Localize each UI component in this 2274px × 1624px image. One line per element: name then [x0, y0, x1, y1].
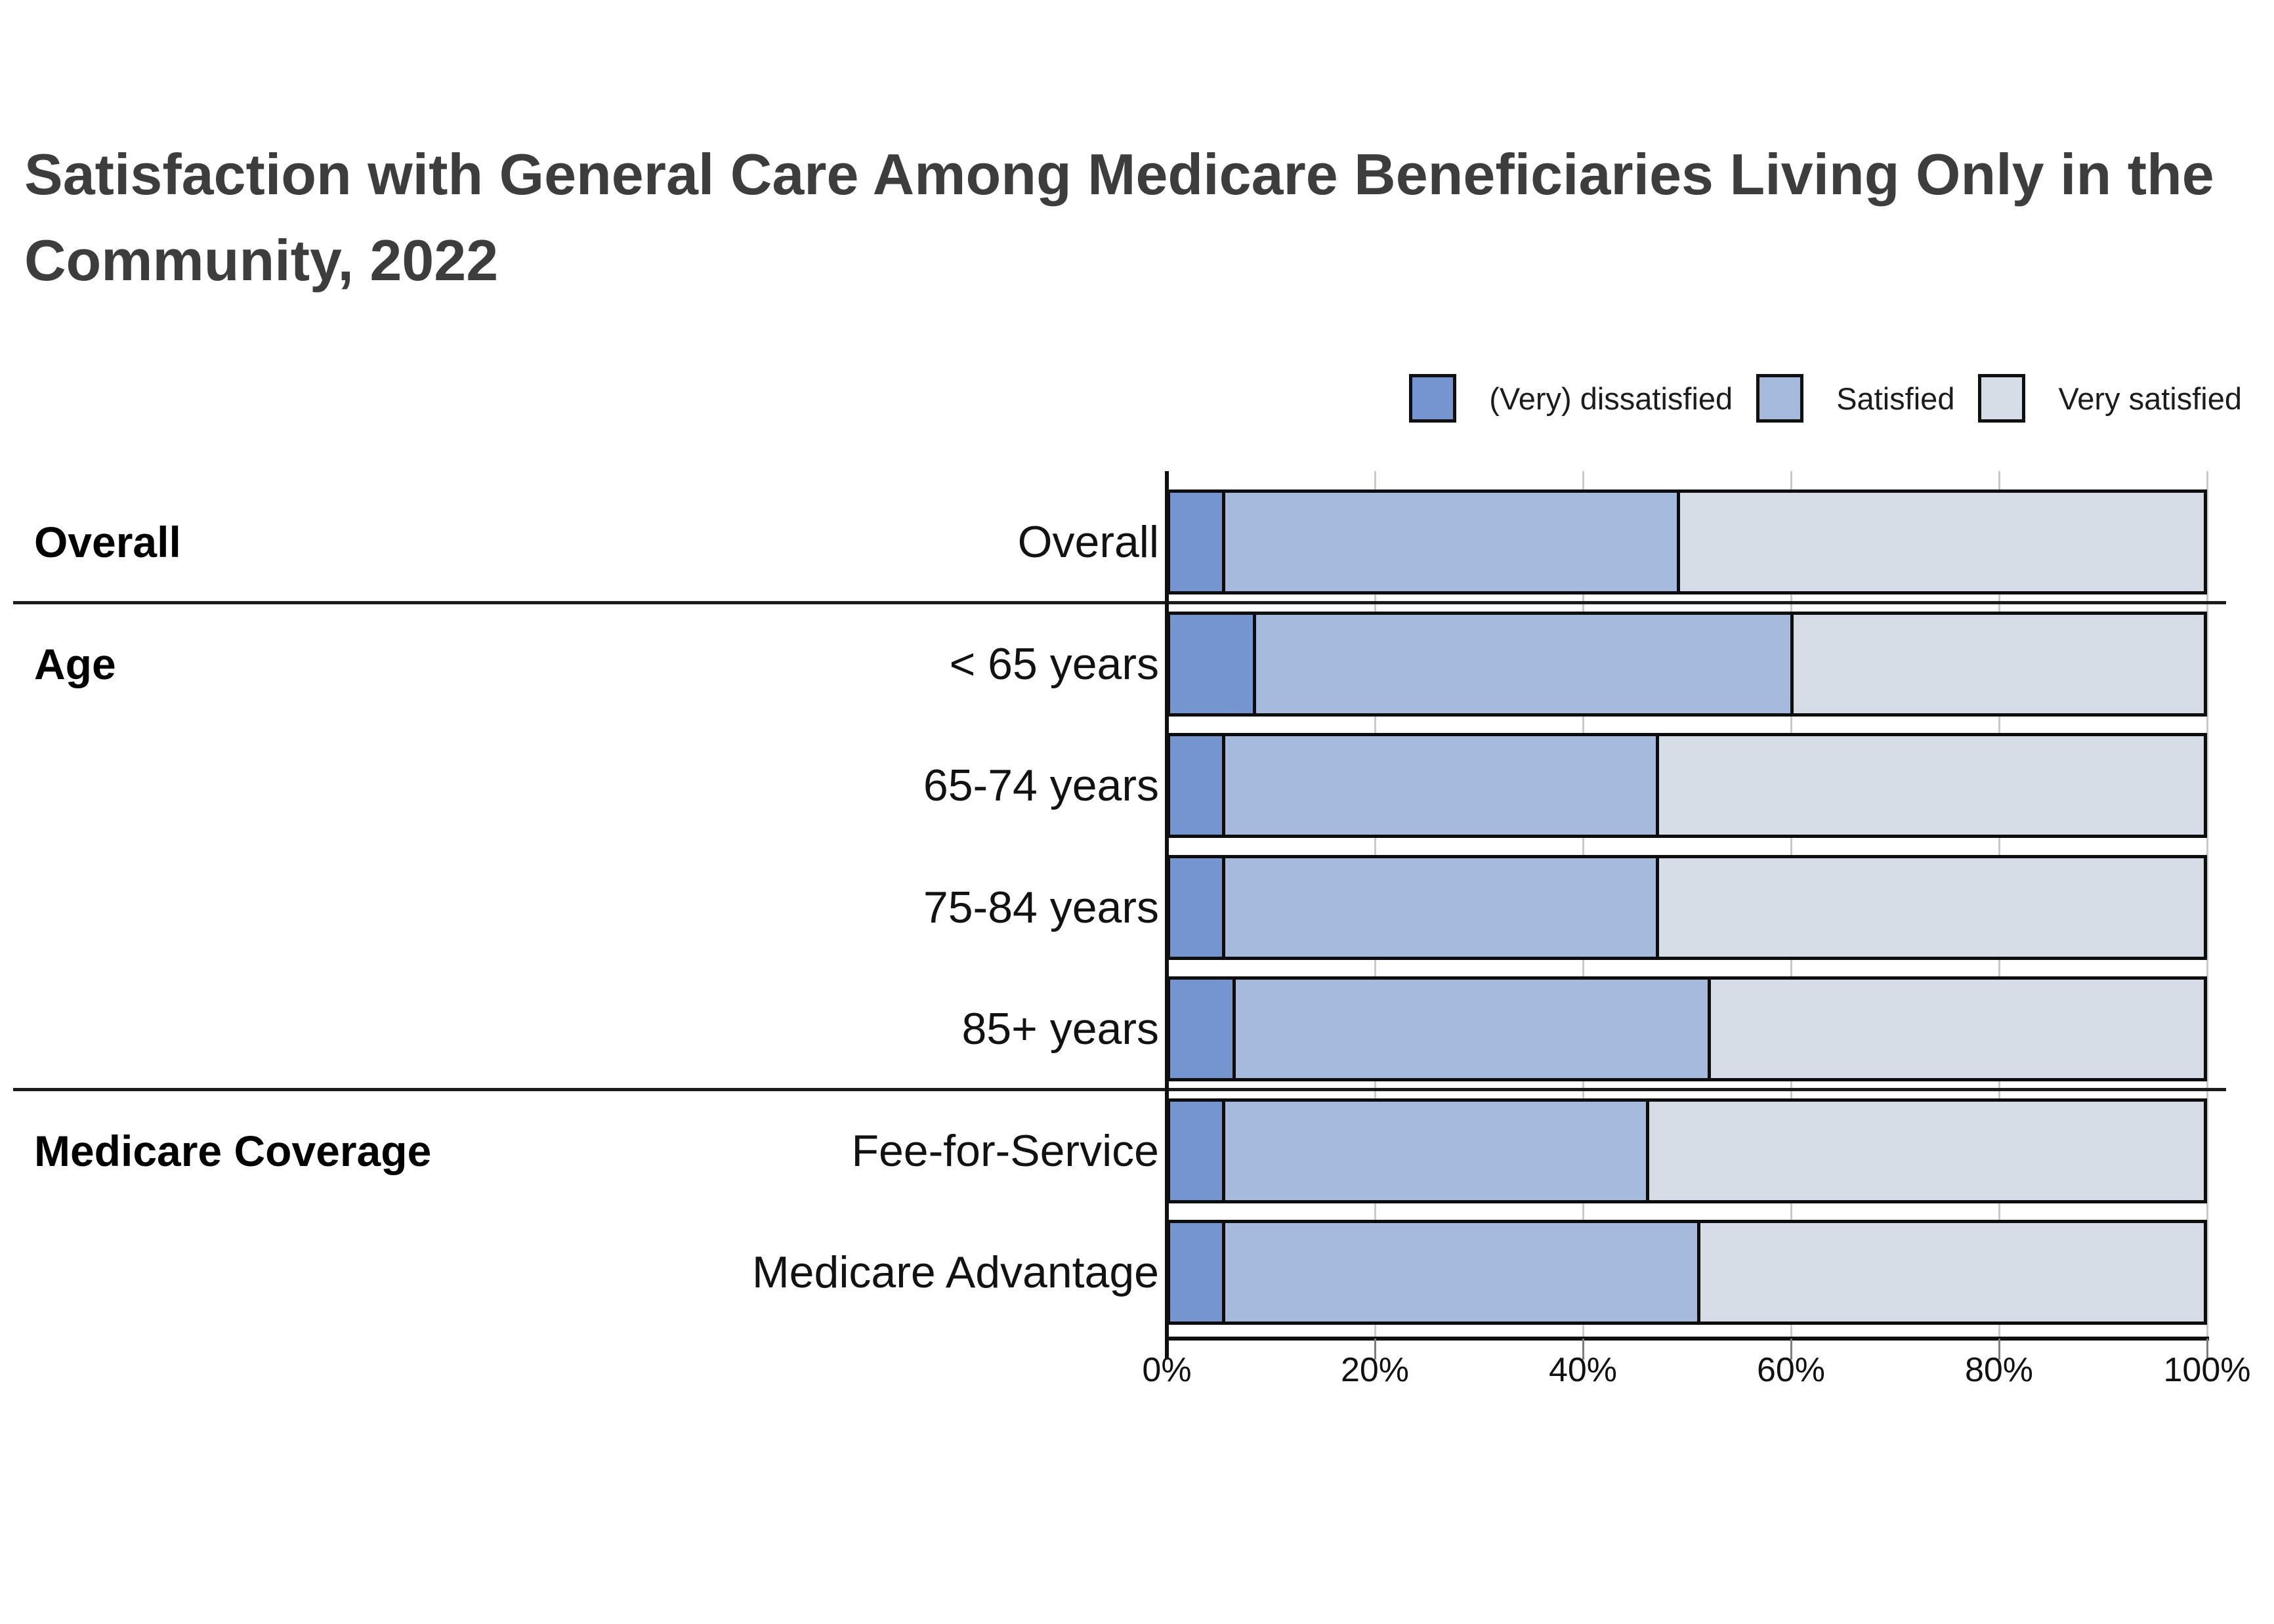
bar-segment-very-dissatisfied-75-84-years — [1170, 858, 1222, 957]
x-axis-tick-label-20: 20% — [1340, 1351, 1410, 1389]
row-label-85-years: 85+ years — [961, 1004, 1159, 1054]
section-divider — [13, 601, 2226, 604]
legend-item-dissatisfied: (Very) dissatisfied — [1409, 374, 1733, 423]
legend-label: Very satisfied — [2058, 381, 2242, 416]
legend: (Very) dissatisfied Satisfied Very satis… — [1409, 374, 2242, 423]
bar-segment-very-dissatisfied-overall — [1170, 493, 1222, 591]
bar-segment-very-dissatisfied-85-years — [1170, 980, 1232, 1078]
bar-segment-very-satisfied-medicare-advantage — [1697, 1223, 2204, 1322]
x-axis-line — [1165, 1337, 2209, 1341]
bar-segment-very-dissatisfied-fee-for-service — [1170, 1102, 1222, 1200]
bar-row-65-74-years — [1167, 733, 2207, 838]
x-axis-tick-label-100: 100% — [2163, 1351, 2251, 1389]
bar-segment-satisfied-85-years — [1232, 980, 1708, 1078]
bar-segment-very-satisfied-85-years — [1708, 980, 2204, 1078]
row-label-overall: Overall — [1017, 517, 1159, 567]
section-label-medicare-coverage: Medicare Coverage — [34, 1127, 432, 1175]
row-label-65-74-years: 65-74 years — [923, 760, 1159, 810]
bar-segment-satisfied-75-84-years — [1221, 858, 1656, 957]
legend-swatch-satisfied-icon — [1756, 374, 1804, 423]
bar-segment-satisfied-65-years — [1253, 615, 1790, 713]
row-label-medicare-advantage: Medicare Advantage — [752, 1247, 1159, 1297]
chart-title: Satisfaction with General Care Among Med… — [24, 142, 2214, 293]
bar-segment-satisfied-medicare-advantage — [1221, 1223, 1698, 1322]
x-axis-tick-100 — [2206, 1339, 2208, 1360]
bar-row-fee-for-service — [1167, 1098, 2207, 1203]
bar-segment-satisfied-65-74-years — [1221, 736, 1656, 835]
bar-segment-very-satisfied-overall — [1676, 493, 2204, 591]
section-label-overall: Overall — [34, 518, 181, 566]
x-axis-tick-label-80: 80% — [1964, 1351, 2034, 1389]
x-axis-tick-60 — [1790, 1339, 1792, 1360]
legend-swatch-very-satisfied-icon — [1978, 374, 2026, 423]
bar-segment-satisfied-fee-for-service — [1221, 1102, 1646, 1200]
legend-item-very-satisfied: Very satisfied — [1978, 374, 2242, 423]
section-label-age: Age — [34, 640, 116, 688]
bar-segment-very-dissatisfied-medicare-advantage — [1170, 1223, 1222, 1322]
x-axis-tick-80 — [1998, 1339, 2000, 1360]
row-label-fee-for-service: Fee-for-Service — [851, 1126, 1159, 1176]
bar-row-85-years — [1167, 976, 2207, 1081]
bar-segment-very-dissatisfied-65-74-years — [1170, 736, 1222, 835]
row-label-75-84-years: 75-84 years — [923, 883, 1159, 932]
bar-segment-very-satisfied-65-years — [1790, 615, 2204, 713]
bar-segment-very-satisfied-65-74-years — [1656, 736, 2204, 835]
bar-segment-very-satisfied-75-84-years — [1656, 858, 2204, 957]
legend-swatch-dissatisfied-icon — [1409, 374, 1457, 423]
bar-row-medicare-advantage — [1167, 1220, 2207, 1325]
row-label-65-years: < 65 years — [949, 639, 1159, 689]
bar-segment-very-satisfied-fee-for-service — [1645, 1102, 2204, 1200]
y-axis-line — [1165, 471, 1169, 1360]
x-axis-tick-20 — [1374, 1339, 1376, 1360]
x-axis-tick-label-60: 60% — [1756, 1351, 1826, 1389]
bar-segment-satisfied-overall — [1221, 493, 1677, 591]
x-axis-tick-label-0: 0% — [1142, 1351, 1192, 1389]
x-axis-tick-label-40: 40% — [1548, 1351, 1618, 1389]
bar-segment-very-dissatisfied-65-years — [1170, 615, 1253, 713]
bar-row-75-84-years — [1167, 855, 2207, 960]
legend-label: (Very) dissatisfied — [1489, 381, 1733, 416]
bar-row-overall — [1167, 489, 2207, 594]
section-divider — [13, 1088, 2226, 1091]
bar-row-65-years — [1167, 612, 2207, 717]
legend-item-satisfied: Satisfied — [1756, 374, 1954, 423]
x-axis-tick-40 — [1582, 1339, 1584, 1360]
gridline-100 — [2206, 471, 2208, 1339]
legend-label: Satisfied — [1836, 381, 1955, 416]
